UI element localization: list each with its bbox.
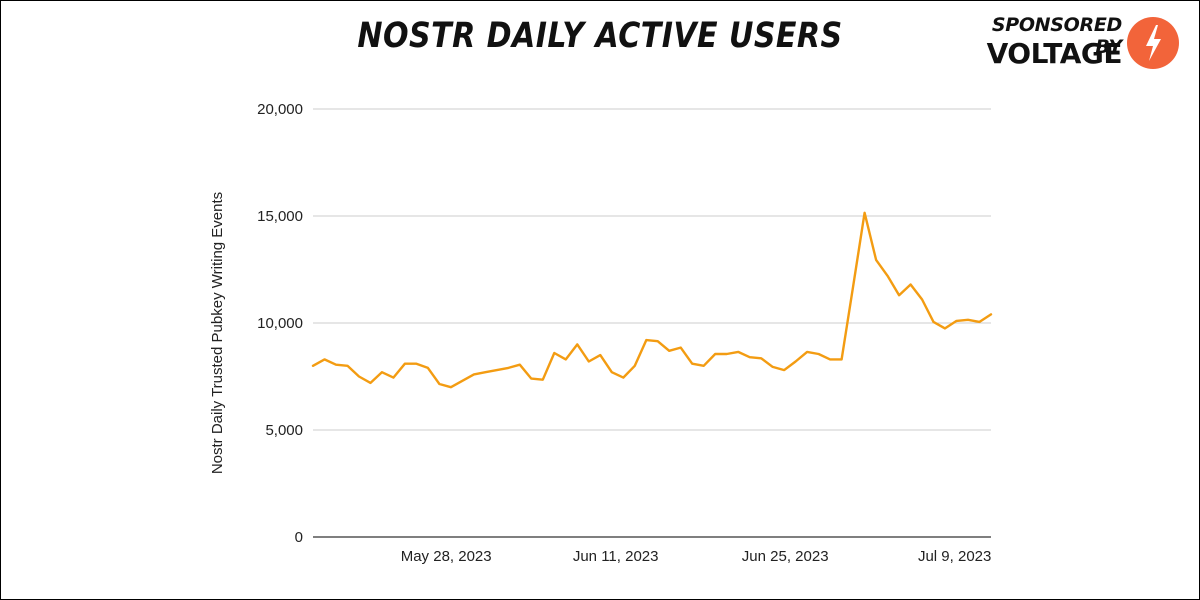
chart-title: NOSTR DAILY ACTIVE USERS bbox=[357, 16, 843, 56]
series-line bbox=[311, 211, 993, 389]
sponsor-block: SPONSORED BY VOLTAGE bbox=[974, 12, 1184, 72]
sponsor-label: SPONSORED BY bbox=[991, 14, 1122, 58]
x-tick-label: Jul 9, 2023 bbox=[918, 548, 991, 565]
x-tick-label: May 28, 2023 bbox=[401, 548, 492, 565]
sponsor-brand: VOLTAGE bbox=[986, 37, 1123, 70]
y-tick-label: 0 bbox=[295, 529, 303, 546]
x-tick-label: Jun 25, 2023 bbox=[742, 548, 829, 565]
y-tick-label: 5,000 bbox=[265, 422, 303, 439]
y-tick-label: 10,000 bbox=[257, 315, 303, 332]
voltage-lightning-icon bbox=[1127, 17, 1179, 69]
x-tick-label: Jun 11, 2023 bbox=[573, 548, 659, 565]
y-axis-title: Nostr Daily Trusted Pubkey Writing Event… bbox=[209, 192, 226, 474]
y-tick-label: 20,000 bbox=[257, 101, 303, 118]
y-tick-label: 15,000 bbox=[257, 208, 303, 225]
